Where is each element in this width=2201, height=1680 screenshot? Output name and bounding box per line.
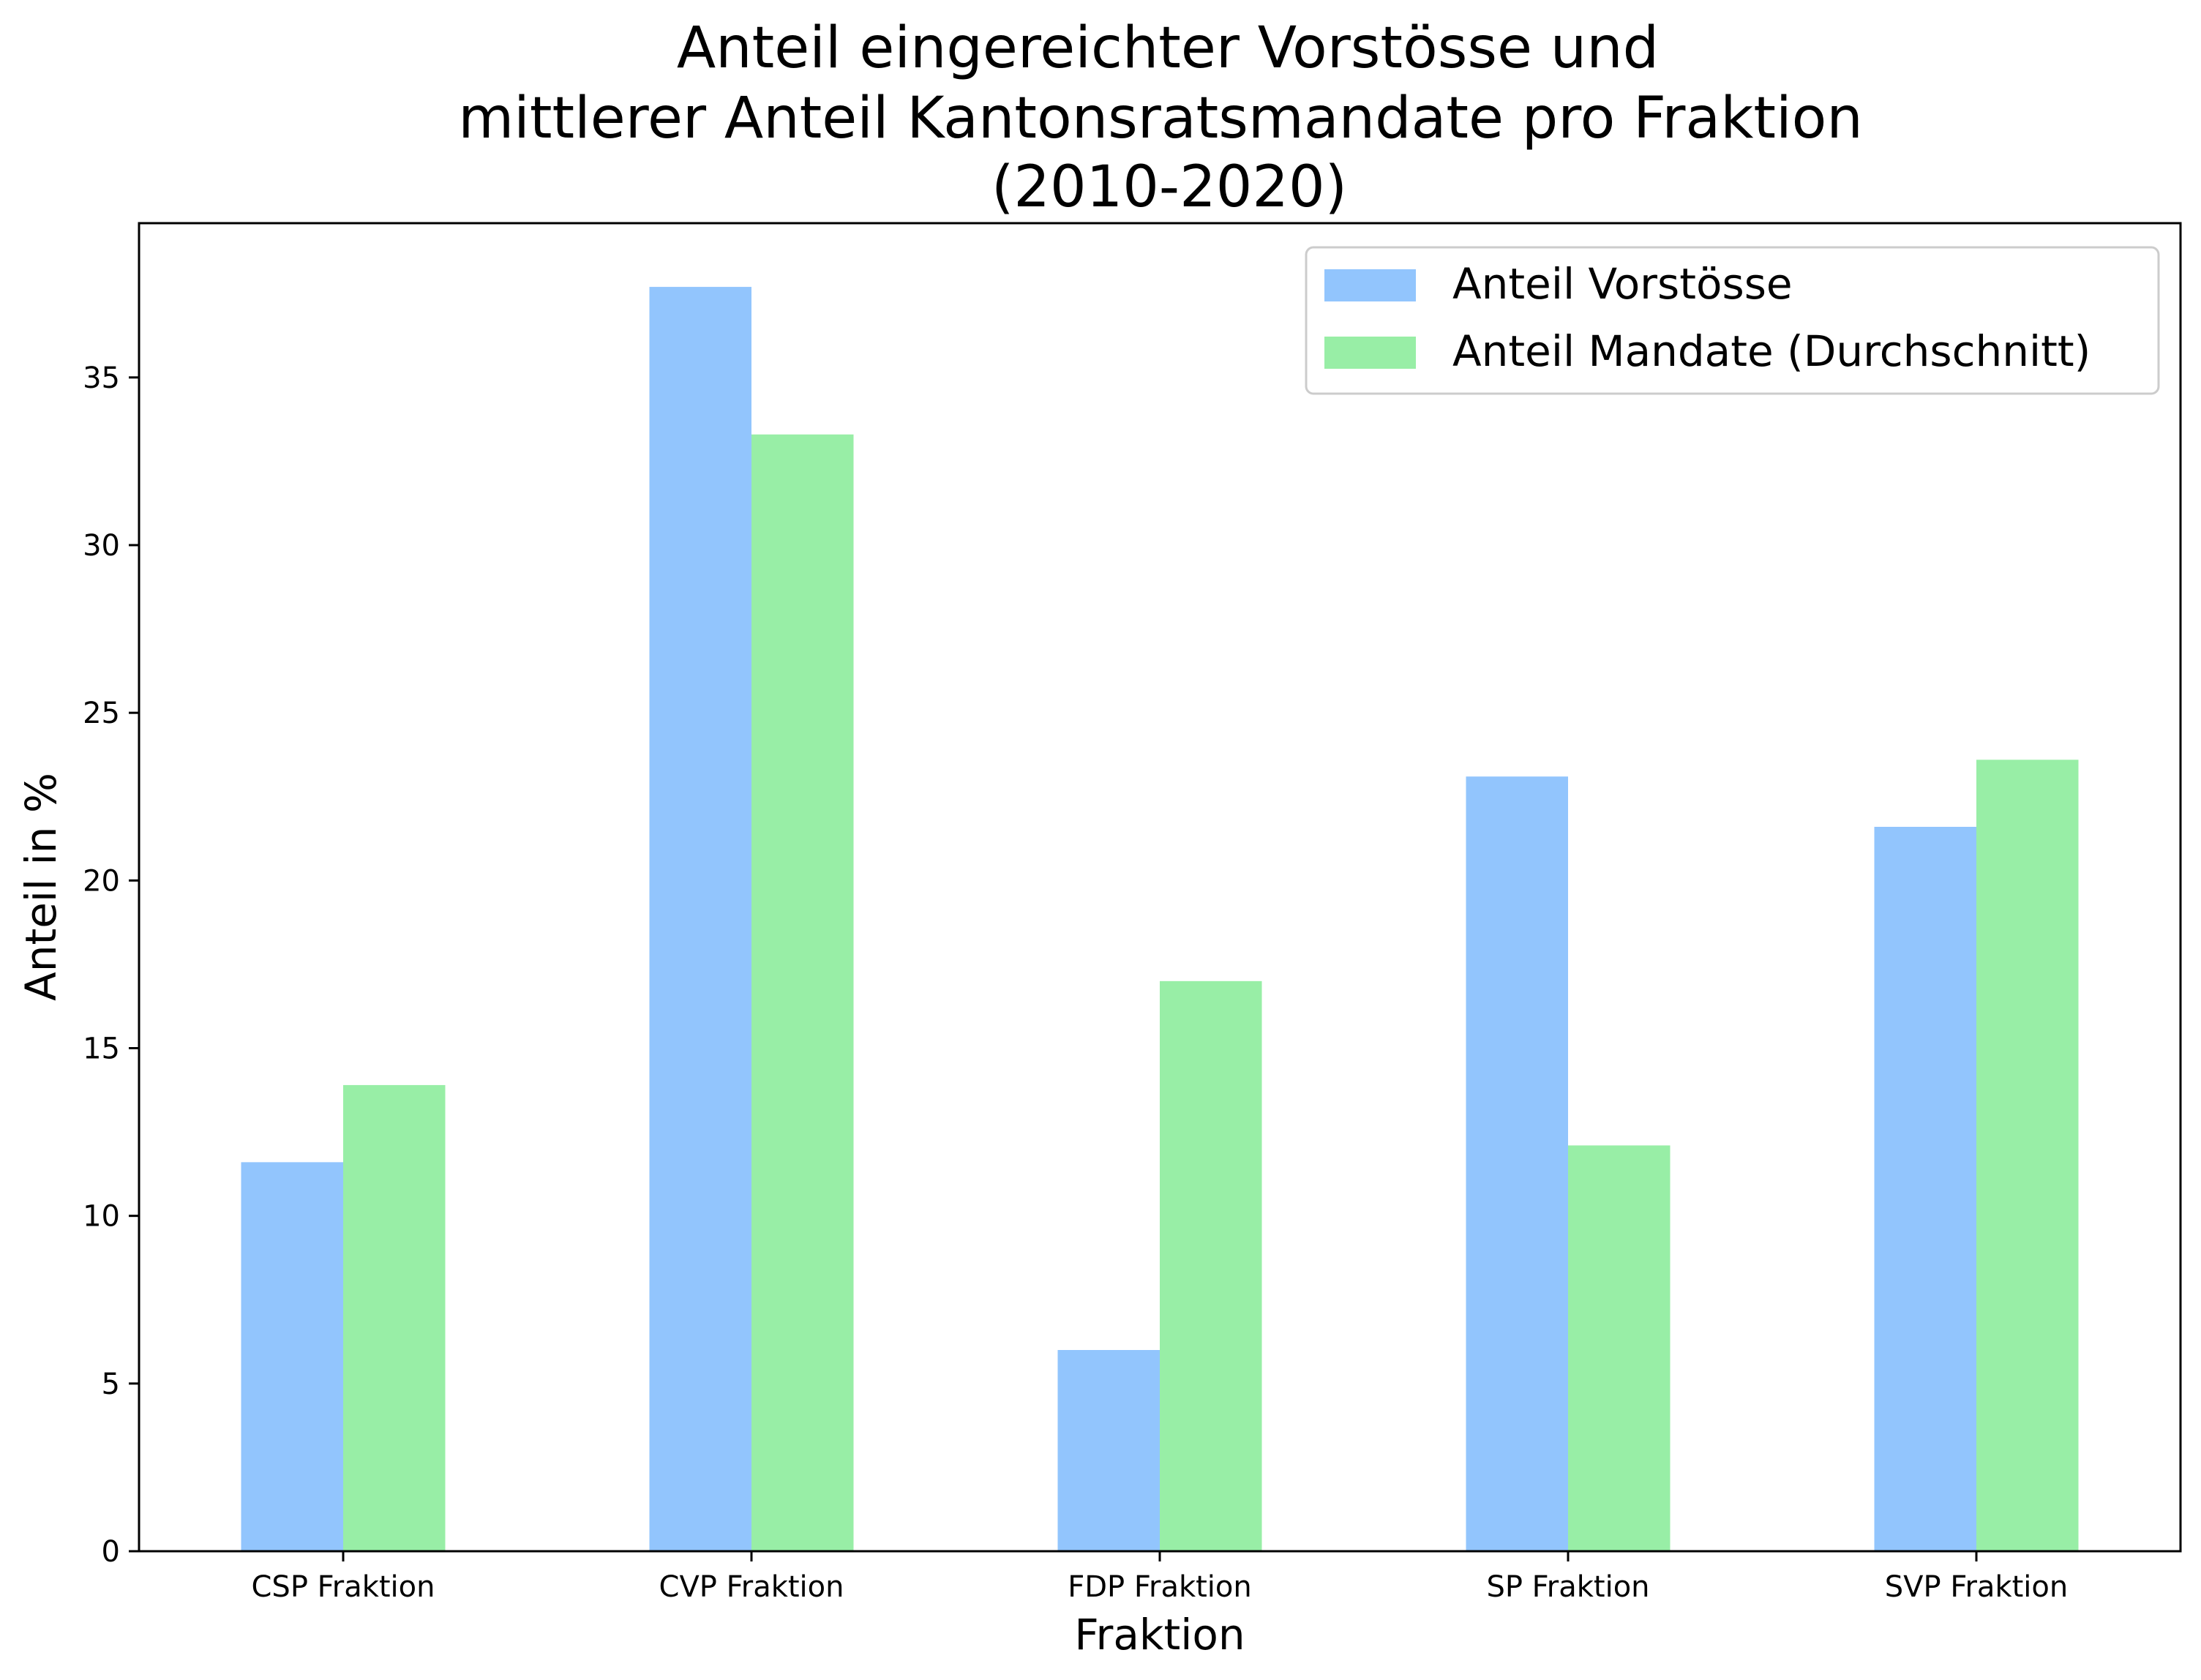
bar-anteil-mandate-csp <box>343 1084 446 1551</box>
y-axis-label: Anteil in % <box>16 773 66 1001</box>
y-tick-label: 5 <box>102 1368 120 1401</box>
legend-box <box>1305 246 2160 395</box>
x-tick-label: CVP Fraktion <box>659 1570 844 1604</box>
x-tick-label: SP Fraktion <box>1486 1570 1649 1604</box>
y-tick-label: 10 <box>83 1200 120 1234</box>
plot-area <box>241 287 2079 1551</box>
bar-anteil-mandate-sp <box>1568 1145 1671 1551</box>
bar-anteil-mandate-svp <box>1976 760 2079 1551</box>
x-axis-label: Fraktion <box>1074 1610 1245 1660</box>
y-tick-label: 25 <box>83 697 120 730</box>
y-tick-label: 0 <box>102 1535 120 1569</box>
axis-ticks: CSP Fraktion CVP Fraktion FDP Fraktion SP F… <box>83 361 2068 1604</box>
x-tick-label: CSP Fraktion <box>252 1570 435 1604</box>
chart-title-line-2: mittlerer Anteil Kantonsratsmandate pro … <box>458 86 1863 151</box>
bar-anteil-vorstoesse-svp <box>1874 827 1976 1551</box>
legend-label-anteil-vorstoesse: Anteil Vorstösse <box>1452 259 1793 309</box>
legend-swatch-anteil-vorstoesse <box>1324 269 1416 301</box>
chart-title-line-1: Anteil eingereichter Vorstösse und <box>677 15 1659 81</box>
chart-title-line-3: (2010-2020) <box>991 154 1347 220</box>
legend: Anteil Vorstösse Anteil Mandate (Durchsc… <box>1305 246 2160 395</box>
legend-swatch-anteil-mandate <box>1324 337 1416 369</box>
bar-anteil-mandate-cvp <box>751 434 854 1551</box>
y-tick-label: 15 <box>83 1032 120 1066</box>
y-tick-label: 35 <box>83 361 120 395</box>
legend-label-anteil-mandate: Anteil Mandate (Durchschnitt) <box>1452 326 2091 376</box>
bar-anteil-vorstoesse-sp <box>1466 776 1568 1551</box>
y-tick-label: 20 <box>83 864 120 898</box>
bar-anteil-vorstoesse-fdp <box>1057 1350 1160 1551</box>
x-tick-label: FDP Fraktion <box>1068 1570 1251 1604</box>
bar-anteil-vorstoesse-cvp <box>649 287 751 1551</box>
y-tick-label: 30 <box>83 529 120 563</box>
x-tick-label: SVP Fraktion <box>1885 1570 2068 1604</box>
bar-anteil-mandate-fdp <box>1160 980 1262 1551</box>
bar-anteil-vorstoesse-csp <box>241 1162 343 1551</box>
